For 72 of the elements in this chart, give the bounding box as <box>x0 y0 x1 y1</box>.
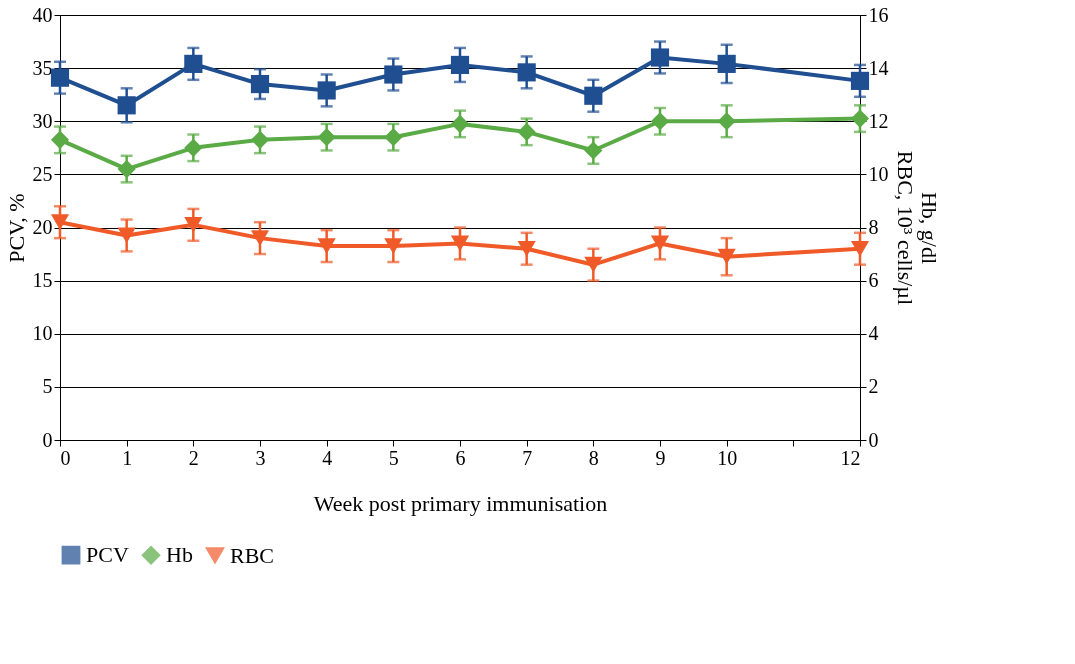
point <box>850 71 870 90</box>
y-tick-label: 25 <box>32 162 53 185</box>
y-axis-title: PCV, % <box>3 193 29 263</box>
y-tick-label: 5 <box>42 375 53 398</box>
legend-label: PCV <box>86 542 129 568</box>
y2-tick-label: 10 <box>868 162 889 185</box>
point <box>250 74 270 94</box>
point <box>584 256 603 273</box>
x-tick-label: 4 <box>322 446 333 469</box>
y-tick-label: 10 <box>32 322 53 345</box>
point <box>184 54 203 73</box>
point <box>250 130 270 149</box>
y2-axis-title: Hb, g/dl RBC, 10³ cells/µl <box>892 150 942 306</box>
point <box>584 141 603 160</box>
y-tick-label: 20 <box>32 216 53 238</box>
x-tick-label: 12 <box>840 446 861 469</box>
point <box>50 130 70 149</box>
point <box>50 214 70 231</box>
point <box>384 65 403 84</box>
point <box>317 81 336 100</box>
point <box>184 216 203 233</box>
point <box>850 109 870 128</box>
point <box>317 238 336 254</box>
x-tick-label: 9 <box>655 446 666 469</box>
point <box>717 54 736 73</box>
y-tick-label: 30 <box>32 109 53 132</box>
x-tick-label: 3 <box>255 446 266 469</box>
y2-tick-label: 0 <box>868 428 879 451</box>
y2-tick-label: 2 <box>868 375 879 398</box>
point <box>117 159 136 179</box>
point <box>517 63 536 82</box>
point <box>650 48 670 67</box>
point <box>450 55 470 75</box>
y-tick-label: 0 <box>42 428 53 451</box>
y-tick-label: 40 <box>32 3 53 26</box>
y2-tick-label: 4 <box>868 322 879 345</box>
x-tick-label: 8 <box>588 446 599 469</box>
point <box>50 68 70 87</box>
x-tick-label: 5 <box>388 446 399 469</box>
point <box>517 122 536 141</box>
point <box>717 112 736 131</box>
point <box>450 114 470 133</box>
point <box>584 86 603 105</box>
point <box>650 112 670 131</box>
point <box>650 235 670 252</box>
y2-tick-label: 16 <box>868 3 889 26</box>
point <box>517 240 536 257</box>
legend-label: Hb <box>166 542 193 568</box>
point <box>450 235 470 252</box>
point <box>184 138 203 157</box>
legend-label: RBC <box>230 542 275 568</box>
x-tick-label: 6 <box>455 446 466 469</box>
y2-tick-label: 8 <box>868 216 879 238</box>
point <box>384 128 403 147</box>
y2-tick-label: 12 <box>868 109 889 132</box>
point <box>384 238 403 254</box>
x-axis-title: Week post primary immunisation <box>313 490 608 516</box>
point <box>117 227 136 244</box>
x-tick-label: 7 <box>522 446 533 469</box>
y2-tick-label: 6 <box>868 269 879 292</box>
point <box>117 96 136 115</box>
x-tick-label: 10 <box>717 446 738 469</box>
y-tick-label: 35 <box>32 56 53 79</box>
point <box>717 248 736 265</box>
point <box>850 240 870 257</box>
x-tick-label: 0 <box>60 446 71 469</box>
y-tick-label: 15 <box>32 269 53 292</box>
x-tick-label: 2 <box>188 446 199 469</box>
y2-tick-label: 14 <box>868 56 889 79</box>
point <box>250 230 270 246</box>
x-tick-label: 1 <box>122 446 133 469</box>
point <box>317 128 336 147</box>
